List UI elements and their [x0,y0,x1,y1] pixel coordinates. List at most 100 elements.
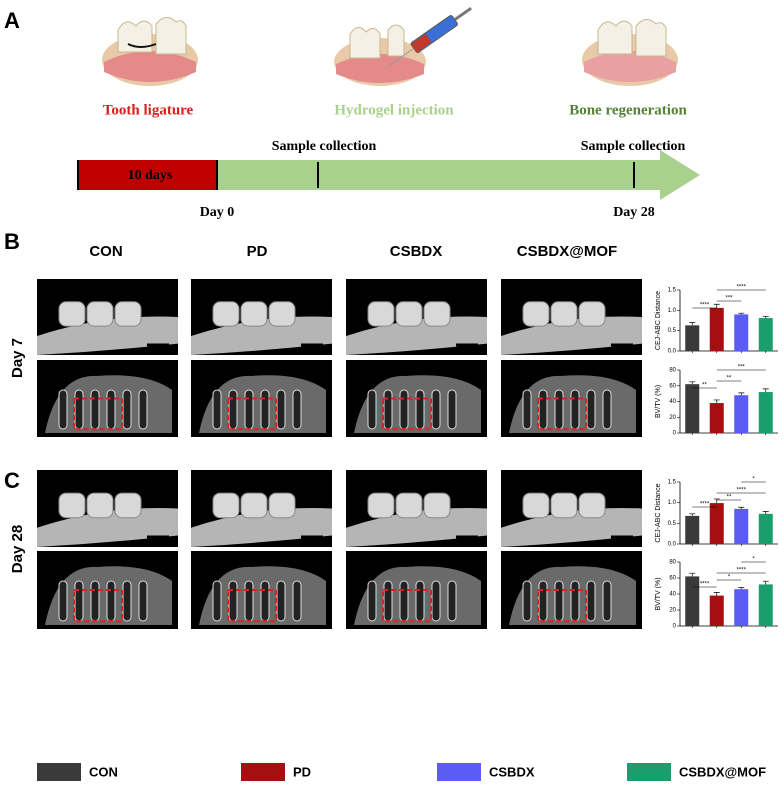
error-bar [738,312,745,315]
y-tick-label: 1.0 [668,500,677,506]
error-bar [762,510,769,514]
bar [758,392,773,433]
panel-label: B [4,229,20,254]
roi-box [227,589,277,623]
error-bar [713,303,720,308]
error-bar [713,399,720,404]
error-bar [689,572,696,577]
bone-render [501,507,642,547]
tooth-render [268,492,296,519]
root-render [212,580,222,622]
panel-label: C [4,468,20,493]
tooth-render [367,301,395,327]
legend-swatch [37,763,81,781]
significance-label: **** [700,303,710,309]
error-bar [689,513,696,516]
tooth-render [58,301,86,327]
regeneration-illustration [582,19,678,86]
bone-render [37,316,178,355]
timeline [77,150,700,200]
bar [709,503,724,544]
significance-label: *** [725,296,733,302]
error-bar [762,316,769,319]
root-render [58,389,68,430]
y-axis-label: CEJ-ABC Distance [655,291,662,350]
significance-label: *** [738,365,746,371]
significance-label: ** [702,383,707,389]
legend-label: CSBDX@MOF [679,764,766,779]
legend-swatch [627,763,671,781]
tooth-render [395,492,423,519]
error-bar [689,381,696,385]
root-render [122,389,132,430]
roi-box [73,589,123,623]
tooth-render [86,301,114,327]
significance-label: **** [700,582,710,588]
significance-label: **** [737,285,747,291]
root-render [212,389,222,430]
bar [734,589,749,626]
y-tick-label: 0.5 [668,521,677,527]
y-tick-label: 20 [669,608,676,614]
error-bar [738,587,745,590]
root-render [586,580,596,622]
day-label: Day 28 [613,205,655,220]
error-bar [689,322,696,326]
y-tick-label: 0.0 [668,349,677,355]
y-tick-label: 0.0 [668,542,677,548]
bone-render [37,507,178,547]
root-render [276,389,286,430]
bar [734,314,749,351]
bar [709,307,724,351]
panel-label: A [4,8,20,33]
roi-box [382,397,432,431]
significance-label: **** [700,502,710,508]
error-bar [713,498,720,504]
bar [709,403,724,433]
column-header: CSBDX@MOF [517,243,617,260]
tooth-render [522,492,550,519]
root-render [602,389,612,430]
root-render [431,580,441,622]
step-label: Bone regeneration [569,102,687,118]
significance-label: * [752,557,755,563]
root-render [431,389,441,430]
root-render [554,389,564,430]
root-render [292,389,302,430]
bone-render [501,316,642,355]
tooth-render [550,492,578,519]
bone-render [346,507,487,547]
significance-label: ** [727,495,732,501]
roi-box [537,397,587,431]
root-render [447,389,457,430]
tooth-render [578,301,606,327]
legend-label: PD [293,764,311,779]
collection-label: Sample collection [581,139,686,154]
legend: CON PD CSBDX CSBDX@MOF [37,763,766,781]
root-render [554,580,564,622]
root-render [228,580,238,622]
roi-box [537,589,587,623]
bar [734,395,749,433]
y-tick-label: 0 [673,624,677,630]
tooth-render [240,301,268,327]
root-render [276,580,286,622]
significance-label: ** [727,376,732,382]
y-tick-label: 1.5 [668,480,677,486]
column-header: CON [89,243,122,260]
root-render [538,389,548,430]
y-tick-label: 1.5 [668,288,677,294]
bar [758,513,773,544]
bar [685,576,700,626]
root-render [122,580,132,622]
bar [685,515,700,544]
error-bar [713,592,720,596]
y-tick-label: 20 [669,415,676,421]
root-render [522,389,532,430]
error-bar [762,388,769,393]
bar [758,584,773,626]
root-render [90,580,100,622]
legend-label: CON [89,764,118,779]
root-render [399,580,409,622]
